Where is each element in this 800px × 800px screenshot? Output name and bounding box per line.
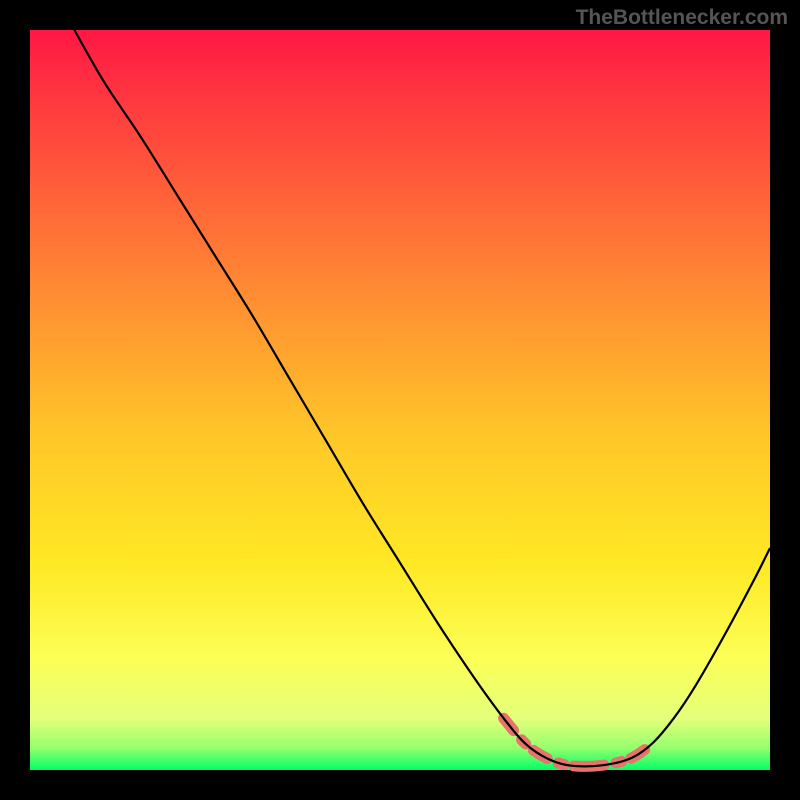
- chart-container: TheBottlenecker.com: [0, 0, 800, 800]
- chart-svg: [0, 0, 800, 800]
- plot-background: [30, 30, 770, 770]
- watermark-text: TheBottlenecker.com: [576, 6, 788, 30]
